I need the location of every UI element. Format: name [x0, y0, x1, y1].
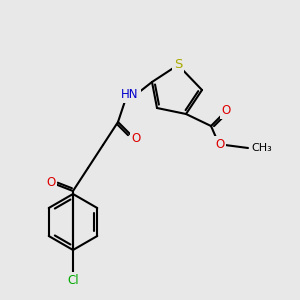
Text: S: S: [174, 58, 182, 71]
Text: O: O: [46, 176, 56, 188]
Text: HN: HN: [121, 88, 139, 101]
Text: Cl: Cl: [67, 274, 79, 286]
Text: O: O: [215, 137, 225, 151]
Text: O: O: [131, 133, 141, 146]
Text: CH₃: CH₃: [251, 143, 272, 153]
Text: O: O: [221, 104, 231, 118]
